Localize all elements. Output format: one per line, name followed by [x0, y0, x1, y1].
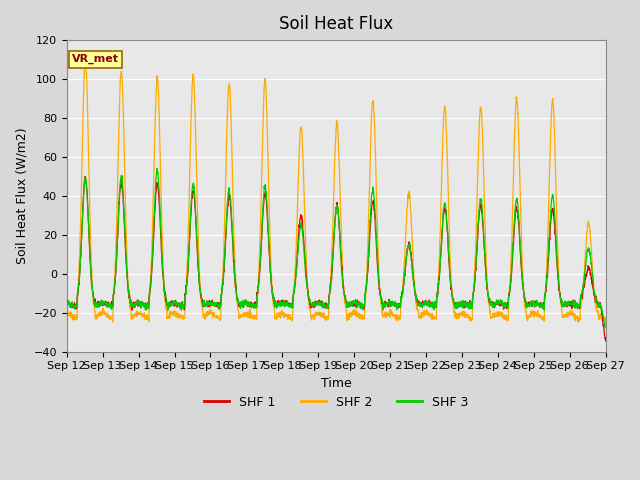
- Text: VR_met: VR_met: [72, 54, 119, 64]
- Legend: SHF 1, SHF 2, SHF 3: SHF 1, SHF 2, SHF 3: [199, 391, 473, 414]
- Y-axis label: Soil Heat Flux (W/m2): Soil Heat Flux (W/m2): [15, 128, 28, 264]
- X-axis label: Time: Time: [321, 377, 351, 390]
- Title: Soil Heat Flux: Soil Heat Flux: [279, 15, 394, 33]
